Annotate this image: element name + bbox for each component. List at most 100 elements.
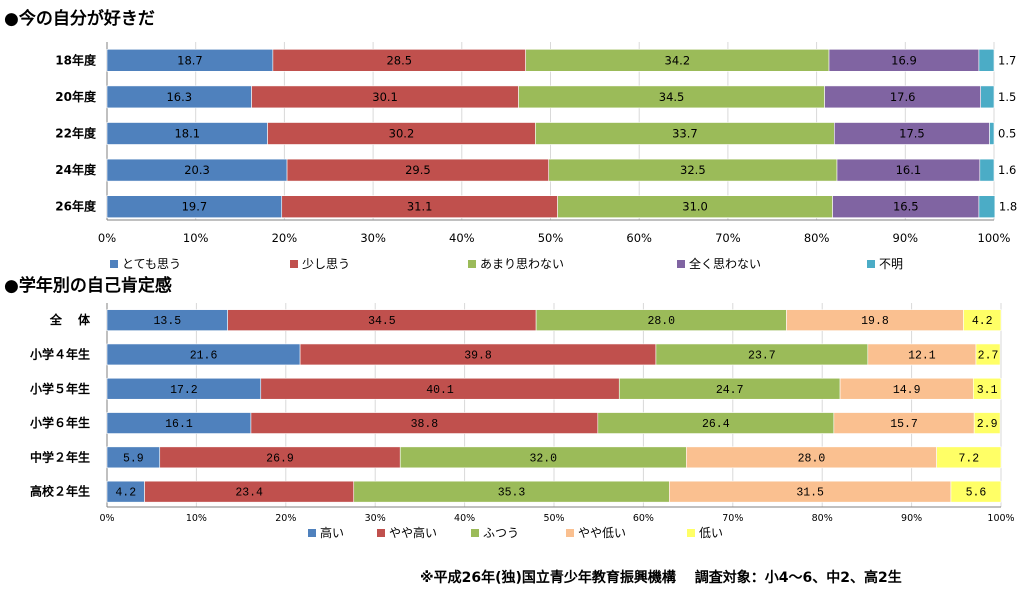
chart2-data-label: 3.1: [977, 384, 998, 397]
chart1-bar-5: [989, 122, 995, 145]
chart2-data-label: 16.1: [165, 418, 193, 431]
chart1-data-label: 1.8: [999, 200, 1017, 214]
chart2-data-label: 26.9: [266, 452, 294, 465]
chart2-data-label: 2.9: [977, 418, 998, 431]
chart1-legend-swatch: [468, 260, 476, 268]
chart2-bar-5: [975, 343, 1001, 366]
chart1-legend-label: 全く思わない: [689, 256, 761, 271]
chart2-x-tick-label: 40%: [454, 513, 475, 524]
chart1-data-label: 30.1: [372, 90, 398, 104]
chart2-x-tick-label: 50%: [543, 513, 564, 524]
chart2-category-label: 小学５年生: [30, 381, 90, 396]
chart1-x-tick-label: 10%: [183, 231, 209, 245]
chart2-data-label: 2.7: [978, 349, 999, 362]
chart2-legend-label: やや高い: [389, 525, 437, 540]
chart2-category-label: 小学６年生: [30, 415, 90, 430]
chart1-data-label: 33.7: [672, 127, 698, 141]
chart1-category-label: 18年度: [55, 52, 97, 67]
chart2-title: ●学年別の自己肯定感: [4, 276, 172, 296]
chart2-data-label: 14.9: [893, 384, 921, 397]
chart2-x-tick-label: 20%: [275, 513, 296, 524]
chart1-data-label: 32.5: [680, 163, 706, 177]
chart1-x-tick-label: 70%: [715, 231, 741, 245]
chart2-category-label: 高校２年生: [30, 484, 90, 499]
chart2-category-label: 中学２年生: [30, 449, 90, 464]
chart1-bar-5: [980, 85, 995, 109]
chart2-data-label: 34.5: [368, 315, 396, 328]
chart1-data-label: 31.0: [682, 200, 708, 214]
chart1-x-tick-label: 50%: [538, 231, 564, 245]
chart2-bar-5: [950, 480, 1002, 503]
chart2-data-label: 40.1: [426, 384, 454, 397]
chart1-data-label: 16.1: [896, 163, 922, 177]
chart1-data-label: 1.7: [998, 53, 1016, 67]
chart2-data-label: 12.1: [908, 349, 936, 362]
chart1-data-label: 16.5: [893, 200, 919, 214]
chart2-data-label: 21.6: [190, 349, 218, 362]
chart2-x-tick-label: 60%: [633, 513, 654, 524]
chart2-legend-swatch: [471, 529, 479, 537]
chart1-bar-5: [978, 48, 995, 72]
chart2-data-label: 26.4: [702, 418, 730, 431]
chart2-data-label: 15.7: [890, 418, 918, 431]
chart1-x-tick-label: 80%: [804, 231, 830, 245]
chart2-data-label: 39.8: [464, 349, 492, 362]
chart1-category-label: 26年度: [55, 199, 97, 214]
chart1-data-label: 30.2: [389, 127, 415, 141]
chart1-x-tick-label: 100%: [978, 231, 1011, 245]
chart1-data-label: 18.1: [174, 127, 200, 141]
chart2-data-label: 24.7: [716, 384, 744, 397]
chart1-data-label: 29.5: [405, 163, 431, 177]
chart2-legend-swatch: [566, 529, 574, 537]
chart1-legend-label: あまり思わない: [480, 257, 564, 271]
chart1-category-label: 20年度: [55, 89, 97, 104]
chart2-legend-label: 高い: [320, 525, 344, 540]
chart1-data-label: 19.7: [182, 200, 208, 214]
chart2-legend-label: やや低い: [578, 526, 626, 540]
chart2-data-label: 19.8: [861, 315, 889, 328]
chart1-category-label: 22年度: [55, 126, 97, 141]
chart2-x-tick-label: 30%: [365, 513, 386, 524]
chart1-bar-5: [978, 195, 996, 218]
chart1-data-label: 16.3: [166, 90, 192, 104]
chart2-category-label: 全 体: [49, 312, 91, 327]
chart2-category-label: 小学４年生: [30, 346, 90, 361]
chart2-data-label: 5.9: [123, 452, 144, 465]
chart1-x-tick-label: 90%: [893, 231, 919, 245]
chart2-data-label: 23.7: [748, 349, 776, 362]
chart2-data-label: 4.2: [972, 315, 993, 328]
chart2-data-label: 7.2: [958, 452, 979, 465]
chart2-x-tick-label: 0%: [99, 513, 114, 524]
chart2-data-label: 35.3: [498, 487, 526, 500]
chart2-data-label: 38.8: [411, 418, 439, 431]
chart1-data-label: 1.6: [998, 163, 1016, 177]
chart2-x-tick-label: 10%: [186, 513, 207, 524]
chart1-data-label: 17.5: [899, 127, 925, 141]
chart1-bar-5: [979, 158, 995, 182]
chart2-x-tick-label: 80%: [812, 513, 833, 524]
chart2-x-tick-label: 100%: [987, 513, 1014, 524]
chart2-x-tick-label: 90%: [901, 513, 922, 524]
chart1-data-label: 34.2: [665, 53, 691, 67]
chart2-legend-swatch: [377, 529, 385, 537]
chart2-legend-label: 低い: [699, 526, 723, 540]
chart1-legend-label: 少し思う: [302, 257, 350, 271]
chart1-data-label: 28.5: [386, 53, 412, 67]
chart1-title: ●今の自分が好きだ: [4, 9, 155, 29]
chart2-data-label: 28.0: [647, 315, 675, 328]
chart1-legend-swatch: [110, 260, 118, 268]
chart1-data-label: 34.5: [659, 90, 685, 104]
chart2-data-label: 28.0: [798, 452, 826, 465]
chart1-data-label: 31.1: [407, 200, 433, 214]
chart1-data-label: 16.9: [891, 53, 917, 67]
chart2-bar-5: [972, 377, 1002, 400]
chart1-data-label: 1.5: [998, 90, 1016, 104]
chart2-x-tick-label: 70%: [722, 513, 743, 524]
chart2-data-label: 32.0: [529, 452, 557, 465]
chart1-x-tick-label: 60%: [626, 231, 652, 245]
source-footnote: ※平成26年(独)国立青少年教育振興機構 調査対象：小4～6、中2、高2生: [420, 570, 902, 586]
chart2-legend-swatch: [687, 529, 695, 537]
chart2-data-label: 13.5: [154, 315, 182, 328]
chart2-bar-5: [936, 446, 1002, 469]
